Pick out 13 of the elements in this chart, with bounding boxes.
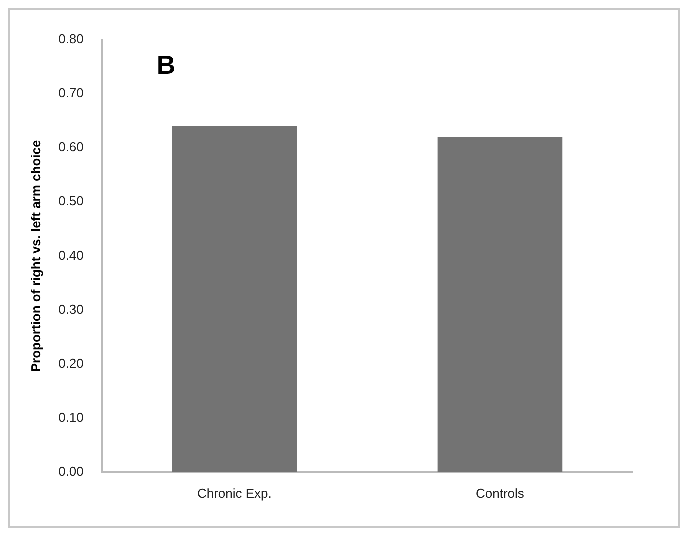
y-tick-label: 0.60 — [58, 140, 84, 155]
annotation: B — [156, 50, 176, 80]
y-tick-label: 0.20 — [58, 356, 84, 371]
y-tick-label: 0.40 — [58, 248, 84, 263]
x-tick-label: Controls — [476, 486, 525, 501]
y-tick-label: 0.70 — [58, 86, 84, 101]
x-tick-label: Chronic Exp. — [197, 486, 272, 501]
y-tick-label: 0.80 — [58, 32, 84, 47]
y-tick-label: 0.10 — [58, 410, 84, 425]
y-tick-label: 0.50 — [58, 194, 84, 209]
y-tick-label: 0.00 — [58, 464, 84, 479]
y-tick-label: 0.30 — [58, 302, 84, 317]
y-axis-title: Proportion of right vs. left arm choice — [28, 140, 44, 372]
